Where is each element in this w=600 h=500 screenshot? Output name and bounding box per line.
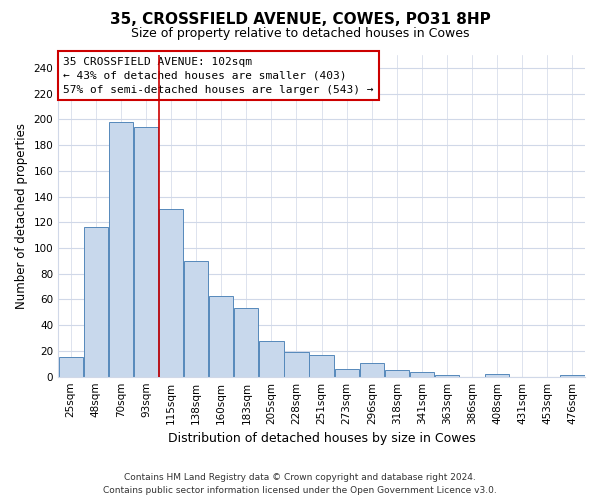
Bar bbox=[184, 261, 208, 376]
Bar bbox=[485, 374, 509, 376]
Bar bbox=[234, 308, 259, 376]
Y-axis label: Number of detached properties: Number of detached properties bbox=[15, 123, 28, 309]
Text: 35 CROSSFIELD AVENUE: 102sqm
← 43% of detached houses are smaller (403)
57% of s: 35 CROSSFIELD AVENUE: 102sqm ← 43% of de… bbox=[64, 56, 374, 94]
Bar bbox=[134, 127, 158, 376]
Bar bbox=[259, 340, 284, 376]
Bar bbox=[359, 362, 384, 376]
Bar bbox=[284, 352, 308, 376]
Bar bbox=[59, 358, 83, 376]
Bar bbox=[385, 370, 409, 376]
Text: 35, CROSSFIELD AVENUE, COWES, PO31 8HP: 35, CROSSFIELD AVENUE, COWES, PO31 8HP bbox=[110, 12, 490, 28]
Bar bbox=[209, 296, 233, 376]
Bar bbox=[335, 369, 359, 376]
Bar bbox=[109, 122, 133, 376]
X-axis label: Distribution of detached houses by size in Cowes: Distribution of detached houses by size … bbox=[168, 432, 475, 445]
Bar bbox=[410, 372, 434, 376]
Bar bbox=[310, 355, 334, 376]
Bar bbox=[159, 210, 183, 376]
Text: Size of property relative to detached houses in Cowes: Size of property relative to detached ho… bbox=[131, 28, 469, 40]
Text: Contains HM Land Registry data © Crown copyright and database right 2024.
Contai: Contains HM Land Registry data © Crown c… bbox=[103, 473, 497, 495]
Bar bbox=[83, 228, 108, 376]
